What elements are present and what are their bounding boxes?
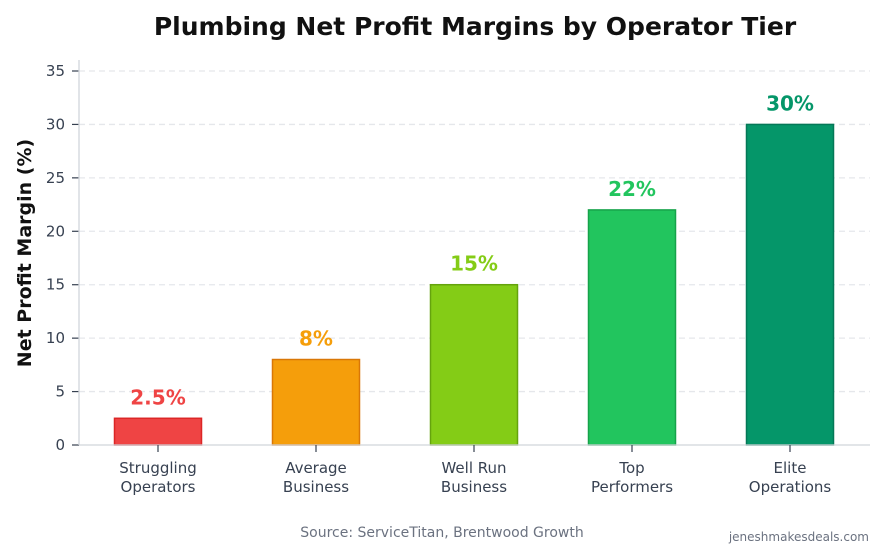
x-tick-label: Performers <box>591 478 673 496</box>
data-label: 30% <box>766 91 814 115</box>
y-tick-label: 0 <box>55 436 65 454</box>
y-tick-label: 30 <box>46 115 65 133</box>
x-tick-label: Operators <box>121 478 196 496</box>
data-label: 15% <box>450 252 498 276</box>
bar <box>587 209 677 446</box>
bar <box>429 283 519 446</box>
y-tick-label: 15 <box>46 276 65 294</box>
x-tick-label: Operations <box>749 478 832 496</box>
x-tick-label: Business <box>441 478 507 496</box>
data-label: 8% <box>299 327 333 351</box>
y-axis-label: Net Profit Margin (%) <box>14 139 36 367</box>
y-tick-label: 10 <box>46 329 65 347</box>
source-note: Source: ServiceTitan, Brentwood Growth <box>300 525 583 541</box>
x-tick-label: Top <box>618 459 644 477</box>
x-tick-label: Struggling <box>119 459 196 477</box>
data-label: 22% <box>608 177 656 201</box>
y-tick-label: 5 <box>55 383 65 401</box>
watermark: jeneshmakesdeals.com <box>728 530 869 544</box>
bar <box>271 358 361 446</box>
y-tick-label: 35 <box>46 62 65 80</box>
x-tick-label: Well Run <box>441 459 506 477</box>
y-tick-label: 20 <box>46 222 65 240</box>
y-tick-label: 25 <box>46 169 65 187</box>
bar <box>113 417 203 446</box>
x-tick-label: Business <box>283 478 349 496</box>
data-label: 2.5% <box>130 385 185 409</box>
x-tick-label: Elite <box>774 459 807 477</box>
x-tick-label: Average <box>285 459 347 477</box>
bar <box>745 123 835 446</box>
chart-title: Plumbing Net Profit Margins by Operator … <box>154 12 797 41</box>
